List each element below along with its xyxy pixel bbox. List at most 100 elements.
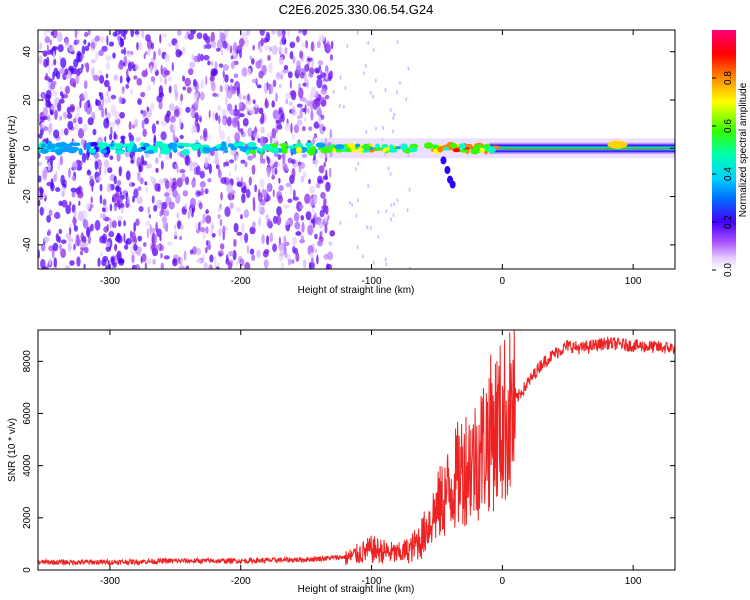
noise-blob [42,169,48,181]
noise-blob [184,155,191,167]
noise-blob [241,193,246,204]
noise-blob [65,85,70,95]
noise-blob [275,122,279,134]
noise-blob [342,104,345,109]
y-tick-label: -20 [22,189,33,204]
noise-blob [246,107,250,114]
noise-blob [118,166,122,177]
noise-blob [187,211,191,219]
noise-blob [276,73,283,78]
noise-blob [323,253,330,260]
noise-blob [54,109,58,120]
noise-blob [309,197,314,207]
noise-blob [55,187,61,193]
noise-blob [293,189,296,199]
noise-blob [43,126,49,132]
noise-blob [114,243,118,252]
noise-blob [84,45,90,52]
noise-blob [83,246,89,254]
noise-blob [305,39,309,49]
noise-blob [268,62,273,74]
noise-blob [242,117,249,127]
noise-blob [211,232,216,238]
noise-blob [218,63,224,68]
band-clump [193,143,203,148]
noise-blob [80,232,84,242]
noise-blob [64,68,69,76]
noise-blob [68,46,75,53]
noise-blob [246,244,250,254]
noise-blob [264,100,269,109]
noise-blob [181,46,186,54]
noise-blob [38,199,41,207]
snr-frame [37,329,676,571]
band-clump [98,142,105,147]
noise-blob [160,262,164,269]
noise-blob [227,261,233,269]
noise-blob [372,94,375,99]
noise-blob [145,163,152,169]
noise-blob [107,85,111,92]
noise-blob [339,75,342,80]
noise-blob [319,123,325,135]
noise-blob [307,108,310,114]
colorbar-tick-label: 0.6 [723,119,734,133]
noise-blob [235,260,239,267]
noise-blob [153,134,157,144]
noise-blob [169,151,173,159]
noise-blob [174,163,179,169]
noise-blob [180,93,184,102]
noise-blob [282,68,289,74]
noise-blob [272,79,277,88]
noise-blob [99,213,106,219]
noise-blob [182,75,186,82]
noise-blob [189,197,197,208]
band-clump [41,143,46,148]
noise-blob [176,177,183,188]
noise-blob [99,183,103,192]
noise-blob [99,36,105,43]
noise-blob [161,216,167,224]
noise-blob [56,31,63,43]
noise-blob [314,67,320,74]
noise-blob [116,180,122,186]
noise-blob [366,225,369,230]
noise-blob [291,167,296,179]
band-clump [270,147,279,154]
noise-blob [101,45,108,52]
noise-blob [299,204,304,210]
noise-blob [182,190,188,197]
spectrogram-image [38,30,675,269]
noise-blob [290,122,293,134]
noise-blob [58,228,63,235]
noise-blob [55,233,60,242]
noise-blob [244,161,248,168]
noise-blob [317,60,324,66]
noise-blob [149,65,153,74]
noise-blob [205,35,211,45]
noise-blob [74,209,77,218]
noise-blob [58,200,63,207]
noise-blob [124,244,129,250]
noise-blob [195,165,201,176]
noise-blob [382,125,385,130]
noise-blob [72,161,78,171]
band-clump [388,149,398,153]
noise-blob [239,113,245,118]
noise-blob [309,252,315,259]
noise-blob [264,189,267,200]
noise-blob [384,87,387,92]
noise-blob [219,243,225,250]
noise-blob [89,178,95,187]
x-tick-label: 0 [500,576,506,587]
noise-blob [163,210,170,217]
noise-blob [132,124,136,129]
noise-blob [45,72,48,81]
noise-blob [367,40,370,45]
noise-blob [314,248,318,254]
noise-blob [303,73,308,84]
band-clump [307,143,312,147]
noise-blob [133,243,138,251]
noise-blob [158,85,164,96]
